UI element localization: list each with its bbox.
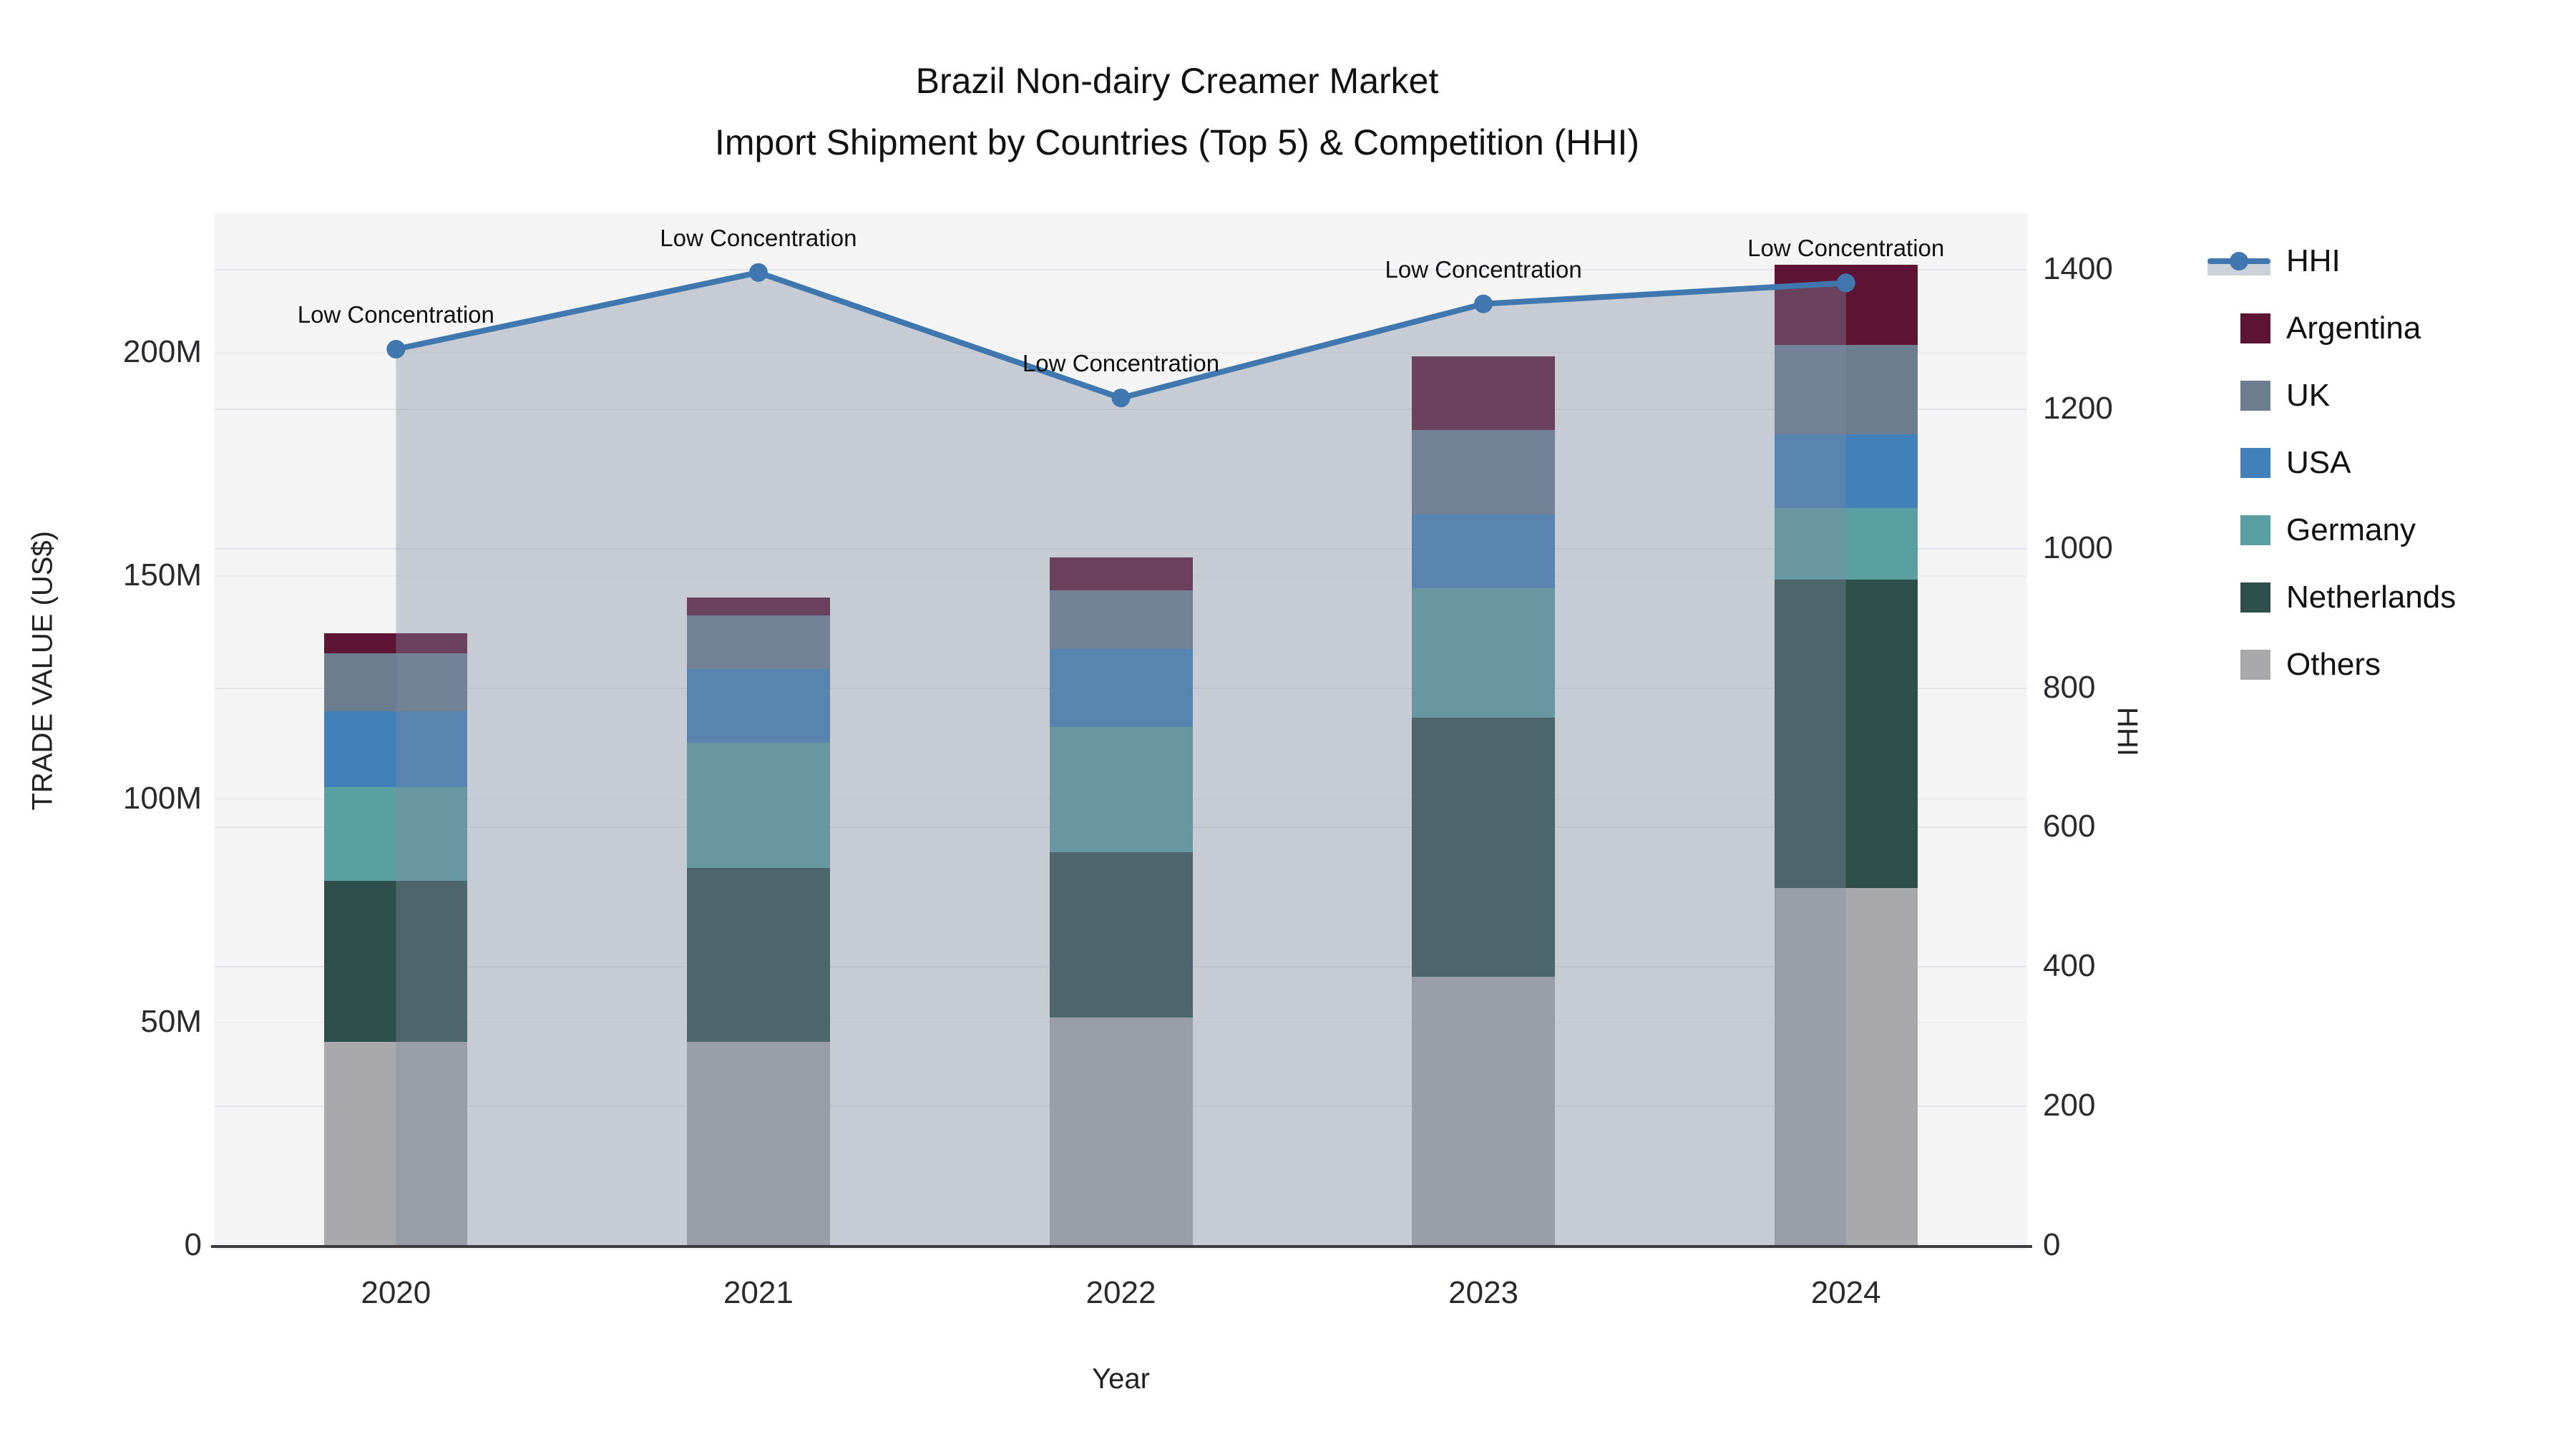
x-tick-2021: 2021 — [723, 1275, 794, 1310]
legend-item-germany[interactable]: Germany — [2207, 497, 2456, 564]
x-tick-2024: 2024 — [1810, 1275, 1881, 1310]
legend-hhi-marker — [2230, 252, 2248, 270]
legend-swatch-others — [2240, 650, 2270, 680]
legend-swatch-netherlands — [2240, 582, 2270, 613]
bar-2023-netherlands — [1412, 718, 1556, 977]
chart-title: Brazil Non-dairy Creamer Market Import S… — [462, 50, 1893, 173]
x-tick-2022: 2022 — [1085, 1275, 1156, 1310]
legend-label-usa: USA — [2286, 445, 2351, 480]
legend-item-usa[interactable]: USA — [2207, 429, 2456, 497]
x-tick-2023: 2023 — [1448, 1275, 1519, 1310]
bar-2024-uk — [1774, 345, 1918, 434]
bar-2023-others — [1412, 977, 1556, 1245]
legend-label-hhi: HHI — [2286, 243, 2341, 278]
bar-2024-others — [1774, 887, 1918, 1245]
legend-label-argentina: Argentina — [2286, 311, 2421, 346]
legend-item-netherlands[interactable]: Netherlands — [2207, 564, 2456, 631]
annotation-2021: Low Concentration — [660, 224, 857, 251]
gridline-hhi-1400 — [215, 268, 2027, 270]
gridline-hhi-1000 — [215, 547, 2027, 550]
bar-2020-uk — [324, 653, 468, 712]
legend-label-netherlands: Netherlands — [2286, 580, 2457, 615]
y-axis-right-title: HHI — [2111, 707, 2143, 756]
annotation-2020: Low Concentration — [297, 301, 494, 328]
y-right-tick-1200: 1200 — [2043, 390, 2113, 426]
bar-2021-others — [686, 1041, 830, 1245]
y-right-tick-400: 400 — [2043, 948, 2096, 984]
legend-label-uk: UK — [2286, 378, 2331, 413]
bar-2023-argentina — [1412, 356, 1556, 430]
bar-2023-usa — [1412, 514, 1556, 589]
annotation-2022: Low Concentration — [1022, 350, 1220, 377]
bar-2020-netherlands — [324, 881, 468, 1042]
bar-2020-germany — [324, 787, 468, 882]
bar-2024-netherlands — [1774, 579, 1918, 888]
legend-item-hhi[interactable]: HHI — [2207, 228, 2456, 295]
legend-swatch-germany — [2240, 515, 2270, 545]
legend-label-germany: Germany — [2286, 512, 2416, 547]
legend-item-argentina[interactable]: Argentina — [2207, 295, 2456, 362]
bar-2023-germany — [1412, 588, 1556, 718]
bar-2022-germany — [1049, 726, 1193, 852]
legend-label-others: Others — [2286, 647, 2381, 682]
legend-item-others[interactable]: Others — [2207, 631, 2456, 698]
y-left-tick-150M: 150M — [122, 557, 202, 592]
y-right-tick-1400: 1400 — [2043, 250, 2113, 286]
x-axis-title: Year — [1092, 1363, 1150, 1395]
bar-2021-netherlands — [686, 867, 830, 1042]
bar-2022-argentina — [1049, 557, 1193, 591]
bar-2020-usa — [324, 711, 468, 788]
annotation-2023: Low Concentration — [1385, 255, 1582, 283]
bar-2021-germany — [686, 742, 830, 868]
legend-swatch-uk — [2240, 381, 2270, 411]
bar-2022-netherlands — [1049, 852, 1193, 1018]
bar-2022-uk — [1049, 590, 1193, 649]
y-right-tick-200: 200 — [2043, 1088, 2096, 1123]
y-right-tick-600: 600 — [2043, 809, 2096, 844]
gridline-hhi-1200 — [215, 408, 2027, 410]
legend-swatch-argentina — [2240, 313, 2270, 343]
bar-2023-uk — [1412, 429, 1556, 515]
y-left-tick-200M: 200M — [122, 333, 202, 369]
bar-2024-germany — [1774, 508, 1918, 580]
x-axis-line — [211, 1245, 2032, 1248]
bar-2024-argentina — [1774, 264, 1918, 346]
x-tick-2020: 2020 — [361, 1275, 431, 1310]
bar-2024-usa — [1774, 434, 1918, 508]
y-right-tick-800: 800 — [2043, 669, 2096, 705]
bar-2021-argentina — [686, 597, 830, 615]
bar-2020-others — [324, 1041, 468, 1245]
chart-title-line2: Import Shipment by Countries (Top 5) & C… — [714, 122, 1640, 162]
y-right-tick-0: 0 — [2043, 1227, 2061, 1262]
y-left-tick-50M: 50M — [140, 1003, 202, 1039]
y-right-tick-1000: 1000 — [2043, 530, 2113, 565]
annotation-2024: Low Concentration — [1747, 235, 1945, 262]
y-axis-left-title: TRADE VALUE (US$) — [26, 531, 59, 811]
y-left-tick-0: 0 — [184, 1227, 202, 1262]
legend-hhi-line-swatch — [2207, 245, 2270, 277]
legend-swatch-usa — [2240, 448, 2270, 478]
bar-2020-argentina — [324, 633, 468, 653]
legend: HHI Argentina UK USA Germany Netherlands Other… — [2207, 228, 2456, 698]
bar-2021-usa — [686, 668, 830, 743]
bar-2021-uk — [686, 615, 830, 669]
y-left-tick-100M: 100M — [122, 780, 202, 816]
legend-item-uk[interactable]: UK — [2207, 362, 2456, 429]
bar-2022-others — [1049, 1017, 1193, 1245]
chart-title-line1: Brazil Non-dairy Creamer Market — [915, 61, 1439, 101]
bar-2022-usa — [1049, 648, 1193, 727]
